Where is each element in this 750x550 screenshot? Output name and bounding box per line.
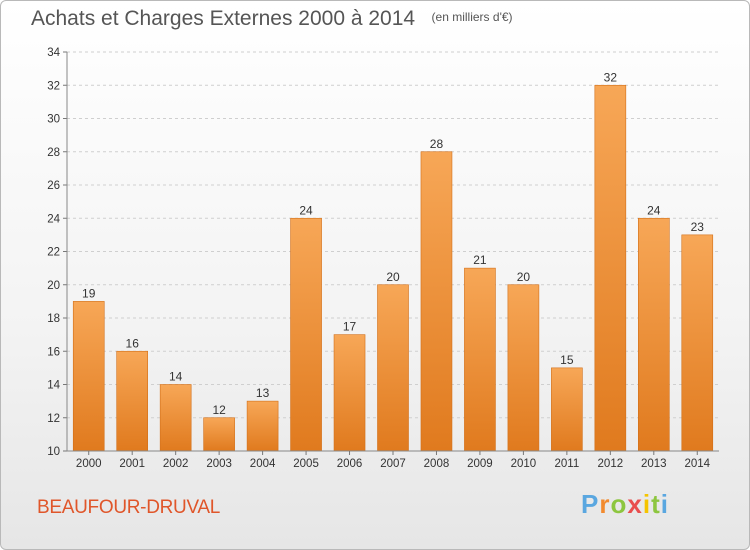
bar-2008 xyxy=(420,151,453,452)
commune-name: BEAUFOUR-DRUVAL xyxy=(37,497,221,518)
bar-2005 xyxy=(290,217,322,452)
bar-2010 xyxy=(507,284,540,452)
y-tick-label: 26 xyxy=(47,180,60,192)
bar-value-label: 32 xyxy=(604,70,618,84)
x-tick-label: 2013 xyxy=(641,458,667,470)
bar-value-label: 19 xyxy=(82,286,96,300)
y-tick-label: 18 xyxy=(47,313,60,325)
chart-title: Achats et Charges Externes 2000 à 2014 xyxy=(31,7,416,30)
x-tick-label: 2001 xyxy=(119,458,145,470)
bar-value-label: 23 xyxy=(691,220,705,234)
logo-letter: x xyxy=(627,489,643,519)
y-tick-label: 10 xyxy=(47,446,60,458)
y-tick-label: 30 xyxy=(47,114,60,126)
x-tick-label: 2008 xyxy=(424,458,450,470)
x-tick-label: 2012 xyxy=(598,458,624,470)
x-tick-label: 2004 xyxy=(250,458,276,470)
bar-2001 xyxy=(116,350,148,452)
bar-2011 xyxy=(551,367,583,452)
logo-letter: i xyxy=(660,489,669,519)
bar-value-label: 24 xyxy=(647,203,661,217)
x-tick-label: 2014 xyxy=(684,458,710,470)
x-tick-label: 2011 xyxy=(554,458,579,470)
logo-letter: i xyxy=(642,489,652,519)
y-tick-label: 16 xyxy=(47,346,60,358)
bar-value-label: 13 xyxy=(256,386,270,400)
bar-value-label: 20 xyxy=(386,270,400,284)
x-tick-label: 2007 xyxy=(380,458,406,470)
bar-2003 xyxy=(203,417,235,452)
logo-letter: o xyxy=(610,489,628,519)
proxiti-logo[interactable]: Proxiti xyxy=(581,489,669,520)
x-tick-label: 2010 xyxy=(511,458,537,470)
bar-value-label: 12 xyxy=(212,403,226,417)
chart-subtitle: (en milliers d'€) xyxy=(431,10,513,24)
y-tick-label: 22 xyxy=(47,247,60,259)
logo-letter: P xyxy=(581,489,600,519)
bar-value-label: 20 xyxy=(517,270,531,284)
bar-2002 xyxy=(159,384,192,452)
x-tick-label: 2005 xyxy=(293,458,319,470)
bar-2009 xyxy=(464,267,496,452)
y-tick-label: 28 xyxy=(47,147,60,159)
logo-letter: r xyxy=(599,489,611,519)
bar-2013 xyxy=(637,217,670,452)
title-row: Achats et Charges Externes 2000 à 2014 (… xyxy=(31,7,513,31)
bar-value-label: 14 xyxy=(169,370,183,384)
logo-letter: t xyxy=(651,489,661,519)
bar-value-label: 28 xyxy=(430,137,444,151)
bar-value-label: 15 xyxy=(560,353,574,367)
y-tick-label: 32 xyxy=(47,80,60,92)
bar-2006 xyxy=(333,334,366,452)
bar-2012 xyxy=(594,84,627,452)
bar-2007 xyxy=(377,284,409,452)
y-tick-label: 12 xyxy=(47,413,60,425)
bar-value-label: 17 xyxy=(343,320,357,334)
y-tick-label: 14 xyxy=(47,380,60,392)
x-tick-label: 2002 xyxy=(163,458,189,470)
y-tick-label: 20 xyxy=(47,280,60,292)
bar-2004 xyxy=(246,400,279,452)
bar-value-label: 24 xyxy=(299,203,313,217)
x-tick-label: 2000 xyxy=(76,458,102,470)
bar-value-label: 16 xyxy=(126,336,140,350)
bar-value-label: 21 xyxy=(473,253,487,267)
x-tick-label: 2003 xyxy=(206,458,232,470)
x-tick-label: 2006 xyxy=(337,458,363,470)
bar-2014 xyxy=(681,234,714,452)
y-tick-label: 34 xyxy=(47,47,60,59)
x-tick-label: 2009 xyxy=(467,458,493,470)
bar-2000 xyxy=(72,301,105,452)
y-tick-label: 24 xyxy=(47,213,60,225)
